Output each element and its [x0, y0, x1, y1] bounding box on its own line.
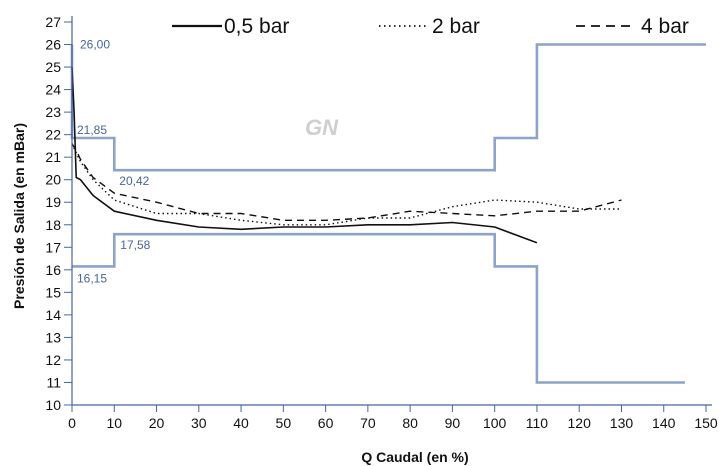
y-tick-label: 16 [45, 262, 61, 278]
x-tick-label: 120 [568, 415, 592, 431]
axes: 10 11 12 13 14 15 16 17 18 19 20 21 22 23 24 25 26 27 0 10 2… [45, 14, 717, 431]
x-tick-label: 90 [445, 415, 461, 431]
legend-label: 2 bar [432, 15, 480, 38]
legend-label: 4 bar [641, 15, 689, 38]
x-tick-label: 40 [233, 415, 249, 431]
upper-limit-line [70, 43, 706, 172]
annotations: 26,00 21,85 20,42 17,58 16,15 [77, 38, 151, 286]
watermark-text: GN [305, 115, 339, 140]
y-tick-label: 18 [45, 217, 61, 233]
y-tick-label: 12 [45, 352, 61, 368]
y-axis-title: Presión de Salida (en mBar) [11, 123, 27, 309]
x-tick-label: 70 [360, 415, 376, 431]
limit-value-label: 26,00 [80, 38, 110, 52]
y-tick-label: 11 [46, 374, 61, 390]
tolerance-limits [70, 43, 706, 384]
y-tick-label: 22 [45, 127, 61, 143]
x-tick-label: 110 [526, 415, 549, 431]
x-tick-label: 60 [318, 415, 334, 431]
y-tick-label: 26 [45, 37, 61, 53]
y-tick-label: 10 [45, 397, 61, 413]
x-tick-label: 20 [149, 415, 165, 431]
limit-value-label: 17,58 [120, 238, 150, 252]
legend: 0,5 bar 2 bar 4 bar [172, 15, 689, 38]
x-tick-label: 80 [402, 415, 418, 431]
x-tick-label: 140 [652, 415, 676, 431]
series-line-dashed [71, 143, 622, 221]
x-tick-label: 130 [610, 415, 634, 431]
y-tick-label: 14 [45, 307, 61, 323]
x-tick-label: 50 [276, 415, 292, 431]
y-tick-label: 19 [45, 194, 61, 210]
x-tick-label: 0 [68, 415, 76, 431]
y-tick-label: 13 [45, 329, 61, 345]
y-tick-label: 20 [45, 172, 61, 188]
x-tick-label: 100 [483, 415, 507, 431]
x-tick-label: 30 [191, 415, 207, 431]
y-tick-label: 24 [45, 82, 61, 98]
series-lines [71, 67, 622, 244]
y-tick-label: 17 [45, 239, 61, 255]
series-line-dotted [71, 143, 622, 226]
lower-limit-line [72, 232, 685, 384]
limit-value-label: 20,42 [119, 174, 149, 188]
series-line-solid [71, 67, 538, 244]
x-tick-label: 10 [106, 415, 122, 431]
y-tick-label: 25 [45, 59, 61, 75]
limit-value-label: 16,15 [77, 271, 107, 285]
limit-value-label: 21,85 [77, 123, 107, 137]
y-tick-label: 27 [45, 14, 61, 30]
y-tick-label: 15 [45, 284, 61, 300]
x-tick-label: 150 [694, 415, 718, 431]
y-tick-label: 23 [45, 104, 61, 120]
x-axis-title: Q Caudal (en %) [361, 449, 468, 465]
legend-label: 0,5 bar [224, 15, 289, 38]
y-tick-label: 21 [45, 149, 61, 165]
